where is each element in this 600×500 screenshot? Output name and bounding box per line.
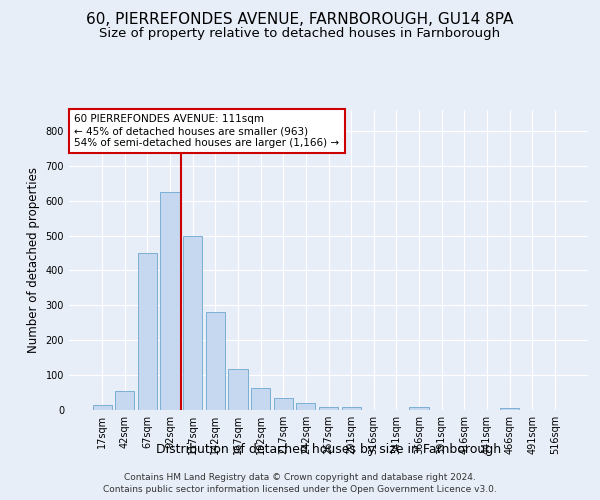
Bar bbox=[160, 192, 180, 410]
Bar bbox=[138, 253, 157, 410]
Bar bbox=[500, 408, 519, 410]
Text: Distribution of detached houses by size in Farnborough: Distribution of detached houses by size … bbox=[156, 442, 502, 456]
Bar bbox=[341, 407, 361, 410]
Bar bbox=[206, 312, 225, 410]
Bar bbox=[274, 398, 293, 410]
Bar bbox=[409, 407, 428, 410]
Bar bbox=[92, 406, 112, 410]
Bar bbox=[115, 391, 134, 410]
Bar bbox=[296, 403, 316, 410]
Bar bbox=[183, 236, 202, 410]
Text: Contains HM Land Registry data © Crown copyright and database right 2024.: Contains HM Land Registry data © Crown c… bbox=[124, 472, 476, 482]
Y-axis label: Number of detached properties: Number of detached properties bbox=[27, 167, 40, 353]
Text: 60 PIERREFONDES AVENUE: 111sqm
← 45% of detached houses are smaller (963)
54% of: 60 PIERREFONDES AVENUE: 111sqm ← 45% of … bbox=[74, 114, 340, 148]
Text: Size of property relative to detached houses in Farnborough: Size of property relative to detached ho… bbox=[100, 28, 500, 40]
Bar bbox=[251, 388, 270, 410]
Bar bbox=[229, 369, 248, 410]
Text: 60, PIERREFONDES AVENUE, FARNBOROUGH, GU14 8PA: 60, PIERREFONDES AVENUE, FARNBOROUGH, GU… bbox=[86, 12, 514, 28]
Text: Contains public sector information licensed under the Open Government Licence v3: Contains public sector information licen… bbox=[103, 485, 497, 494]
Bar bbox=[319, 406, 338, 410]
